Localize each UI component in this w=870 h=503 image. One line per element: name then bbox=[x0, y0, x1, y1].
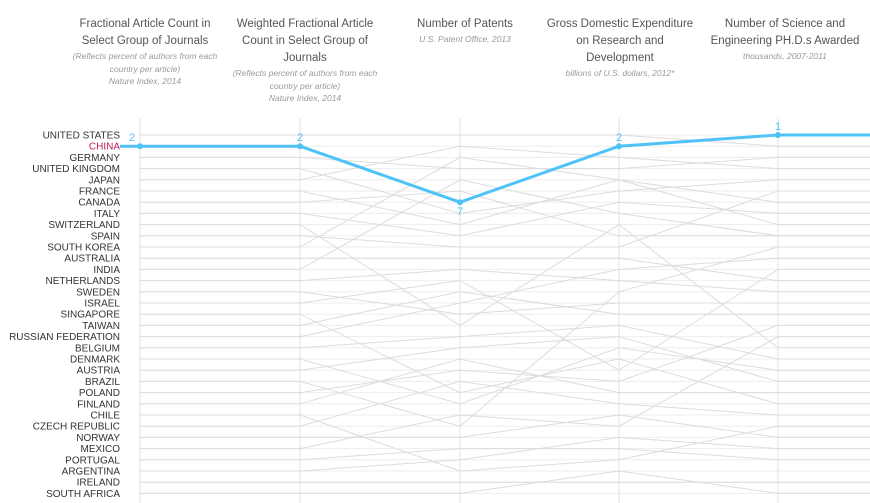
highlight-point[interactable] bbox=[137, 143, 143, 150]
country-line[interactable] bbox=[140, 257, 870, 338]
country-line[interactable] bbox=[140, 414, 870, 472]
country-line[interactable] bbox=[140, 145, 870, 181]
highlight-point[interactable] bbox=[297, 143, 303, 150]
column-title: Gross Domestic Expenditure on Research a… bbox=[546, 18, 694, 64]
country-line[interactable] bbox=[140, 179, 870, 226]
country-label[interactable]: TAIWAN bbox=[82, 321, 120, 332]
column-source: U.S. Patent Office, 2013 bbox=[419, 34, 511, 44]
country-line[interactable] bbox=[140, 336, 870, 382]
column-source: billions of U.S. dollars, 2012* bbox=[565, 68, 675, 78]
country-line[interactable] bbox=[140, 246, 870, 427]
country-label[interactable]: GERMANY bbox=[69, 153, 120, 164]
column-source: thousands, 2007-2011 bbox=[743, 51, 827, 61]
country-line[interactable] bbox=[140, 470, 870, 494]
country-label[interactable]: CHILE bbox=[91, 411, 121, 422]
highlighted-line[interactable] bbox=[140, 133, 870, 204]
highlight-point[interactable] bbox=[457, 199, 463, 206]
column-source: Nature Index, 2014 bbox=[268, 93, 342, 103]
country-line[interactable] bbox=[140, 358, 870, 405]
country-label[interactable]: PORTUGAL bbox=[65, 455, 120, 466]
country-line[interactable] bbox=[140, 291, 870, 315]
country-label[interactable]: CZECH REPUBLIC bbox=[33, 422, 120, 433]
country-line[interactable] bbox=[140, 336, 870, 450]
highlighted-series[interactable]: 2 2 7 2 1 bbox=[120, 121, 870, 218]
highlight-point[interactable] bbox=[616, 143, 622, 150]
country-label[interactable]: MEXICO bbox=[81, 444, 121, 455]
column-axes bbox=[139, 118, 779, 503]
country-line[interactable] bbox=[140, 414, 870, 438]
country-label[interactable]: AUSTRIA bbox=[77, 366, 121, 377]
country-label[interactable]: BRAZIL bbox=[85, 377, 120, 388]
country-label[interactable]: FINLAND bbox=[77, 399, 120, 410]
country-label[interactable]: FRANCE bbox=[79, 187, 120, 198]
country-label[interactable]: ITALY bbox=[94, 209, 121, 220]
rank-label: 2 bbox=[129, 132, 135, 144]
country-label[interactable]: SOUTH KOREA bbox=[47, 243, 120, 254]
country-line[interactable] bbox=[140, 324, 870, 360]
country-label[interactable]: SOUTH AFRICA bbox=[46, 489, 120, 500]
country-line[interactable] bbox=[140, 190, 870, 248]
column-header-patents: Number of Patents U.S. Patent Office, 20… bbox=[390, 16, 540, 46]
country-label[interactable]: SPAIN bbox=[91, 231, 120, 242]
country-label[interactable]: AUSTRALIA bbox=[64, 254, 120, 265]
country-label[interactable]: UNITED STATES bbox=[43, 131, 121, 142]
country-label[interactable]: ARGENTINA bbox=[62, 467, 121, 478]
country-label[interactable]: SWITZERLAND bbox=[48, 220, 120, 231]
country-line[interactable] bbox=[140, 179, 870, 270]
rank-label: 1 bbox=[775, 121, 781, 133]
column-title: Number of Science and Engineering PH.D.s… bbox=[710, 18, 860, 47]
column-title: Weighted Fractional Article Count in Sel… bbox=[236, 18, 374, 64]
rank-label: 7 bbox=[457, 206, 463, 218]
country-line[interactable] bbox=[140, 257, 870, 282]
country-line[interactable] bbox=[140, 201, 870, 237]
highlight-point[interactable] bbox=[775, 132, 781, 138]
country-label[interactable]: INDIA bbox=[93, 265, 120, 276]
country-label[interactable]: CANADA bbox=[78, 198, 120, 209]
country-label[interactable]: POLAND bbox=[79, 388, 120, 399]
rank-label: 2 bbox=[616, 132, 622, 144]
country-label[interactable]: UNITED KINGDOM bbox=[32, 164, 120, 175]
rank-label: 2 bbox=[297, 132, 303, 144]
country-line[interactable] bbox=[140, 291, 870, 326]
country-line[interactable] bbox=[140, 223, 870, 349]
country-label[interactable]: NETHERLANDS bbox=[46, 276, 121, 287]
country-line[interactable] bbox=[140, 156, 870, 248]
country-label[interactable]: SINGAPORE bbox=[61, 310, 121, 321]
column-subtitle: (Reflects percent of authors from each c… bbox=[72, 51, 218, 74]
country-label[interactable]: CHINA bbox=[89, 142, 120, 153]
column-title: Fractional Article Count in Select Group… bbox=[79, 18, 211, 47]
column-header-phds: Number of Science and Engineering PH.D.s… bbox=[710, 16, 860, 63]
country-label[interactable]: BELGIUM bbox=[75, 343, 120, 354]
country-line[interactable] bbox=[140, 268, 870, 371]
column-header-article-count: Fractional Article Count in Select Group… bbox=[70, 16, 220, 88]
country-label[interactable]: DENMARK bbox=[70, 355, 120, 366]
country-lines bbox=[140, 134, 870, 494]
country-line[interactable] bbox=[140, 347, 870, 405]
country-label[interactable]: JAPAN bbox=[89, 175, 121, 186]
column-title: Number of Patents bbox=[417, 18, 513, 30]
column-subtitle: (Reflects percent of authors from each c… bbox=[232, 68, 378, 91]
country-label[interactable]: NORWAY bbox=[76, 433, 120, 444]
column-header-weighted-article-count: Weighted Fractional Article Count in Sel… bbox=[230, 16, 380, 105]
country-line[interactable] bbox=[140, 380, 870, 427]
country-line[interactable] bbox=[140, 268, 870, 293]
country-line[interactable] bbox=[140, 448, 870, 461]
country-label[interactable]: SWEDEN bbox=[76, 287, 120, 298]
column-source: Nature Index, 2014 bbox=[108, 76, 182, 86]
country-label[interactable]: RUSSIAN FEDERATION bbox=[9, 332, 120, 343]
country-label[interactable]: IRELAND bbox=[77, 478, 120, 489]
country-label[interactable]: ISRAEL bbox=[84, 299, 120, 310]
country-line[interactable] bbox=[140, 436, 870, 472]
column-header-rd-expenditure: Gross Domestic Expenditure on Research a… bbox=[545, 16, 695, 80]
country-line[interactable] bbox=[140, 134, 870, 147]
